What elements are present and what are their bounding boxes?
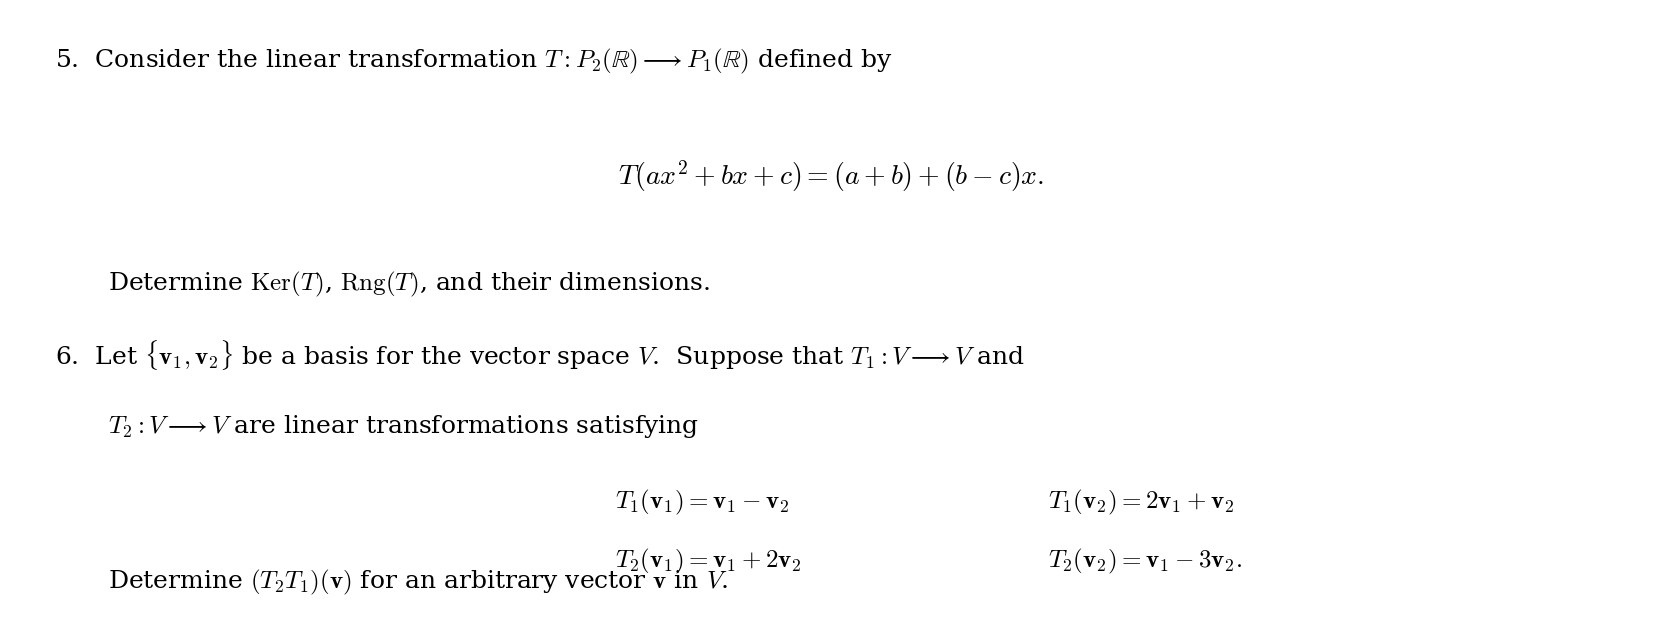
Text: $T_2(\mathbf{v}_1) = \mathbf{v}_1 + 2\mathbf{v}_2$: $T_2(\mathbf{v}_1) = \mathbf{v}_1 + 2\ma… <box>615 546 802 576</box>
Text: $T(ax^2 + bx + c) = (a + b) + (b - c)x.$: $T(ax^2 + bx + c) = (a + b) + (b - c)x.$ <box>619 158 1044 194</box>
Text: Determine $\mathrm{Ker}(T)$, $\mathrm{Rng}(T)$, and their dimensions.: Determine $\mathrm{Ker}(T)$, $\mathrm{Rn… <box>108 270 710 299</box>
Text: 6.  Let $\{\mathbf{v}_1, \mathbf{v}_2\}$ be a basis for the vector space $V$.  S: 6. Let $\{\mathbf{v}_1, \mathbf{v}_2\}$ … <box>55 338 1024 373</box>
Text: $T_1(\mathbf{v}_2) = 2\mathbf{v}_1 + \mathbf{v}_2$: $T_1(\mathbf{v}_2) = 2\mathbf{v}_1 + \ma… <box>1048 487 1234 517</box>
Text: $T_1(\mathbf{v}_1) = \mathbf{v}_1 - \mathbf{v}_2$: $T_1(\mathbf{v}_1) = \mathbf{v}_1 - \mat… <box>615 487 790 517</box>
Text: $T_2(\mathbf{v}_2) = \mathbf{v}_1 - 3\mathbf{v}_2.$: $T_2(\mathbf{v}_2) = \mathbf{v}_1 - 3\ma… <box>1048 546 1242 576</box>
Text: Determine $(T_2 T_1)(\mathbf{v})$ for an arbitrary vector $\mathbf{v}$ in $V$.: Determine $(T_2 T_1)(\mathbf{v})$ for an… <box>108 568 728 597</box>
Text: 5.  Consider the linear transformation $T : P_2(\mathbb{R}) \longrightarrow P_1(: 5. Consider the linear transformation $T… <box>55 47 893 76</box>
Text: $T_2 : V \longrightarrow V$ are linear transformations satisfying: $T_2 : V \longrightarrow V$ are linear t… <box>108 413 698 440</box>
